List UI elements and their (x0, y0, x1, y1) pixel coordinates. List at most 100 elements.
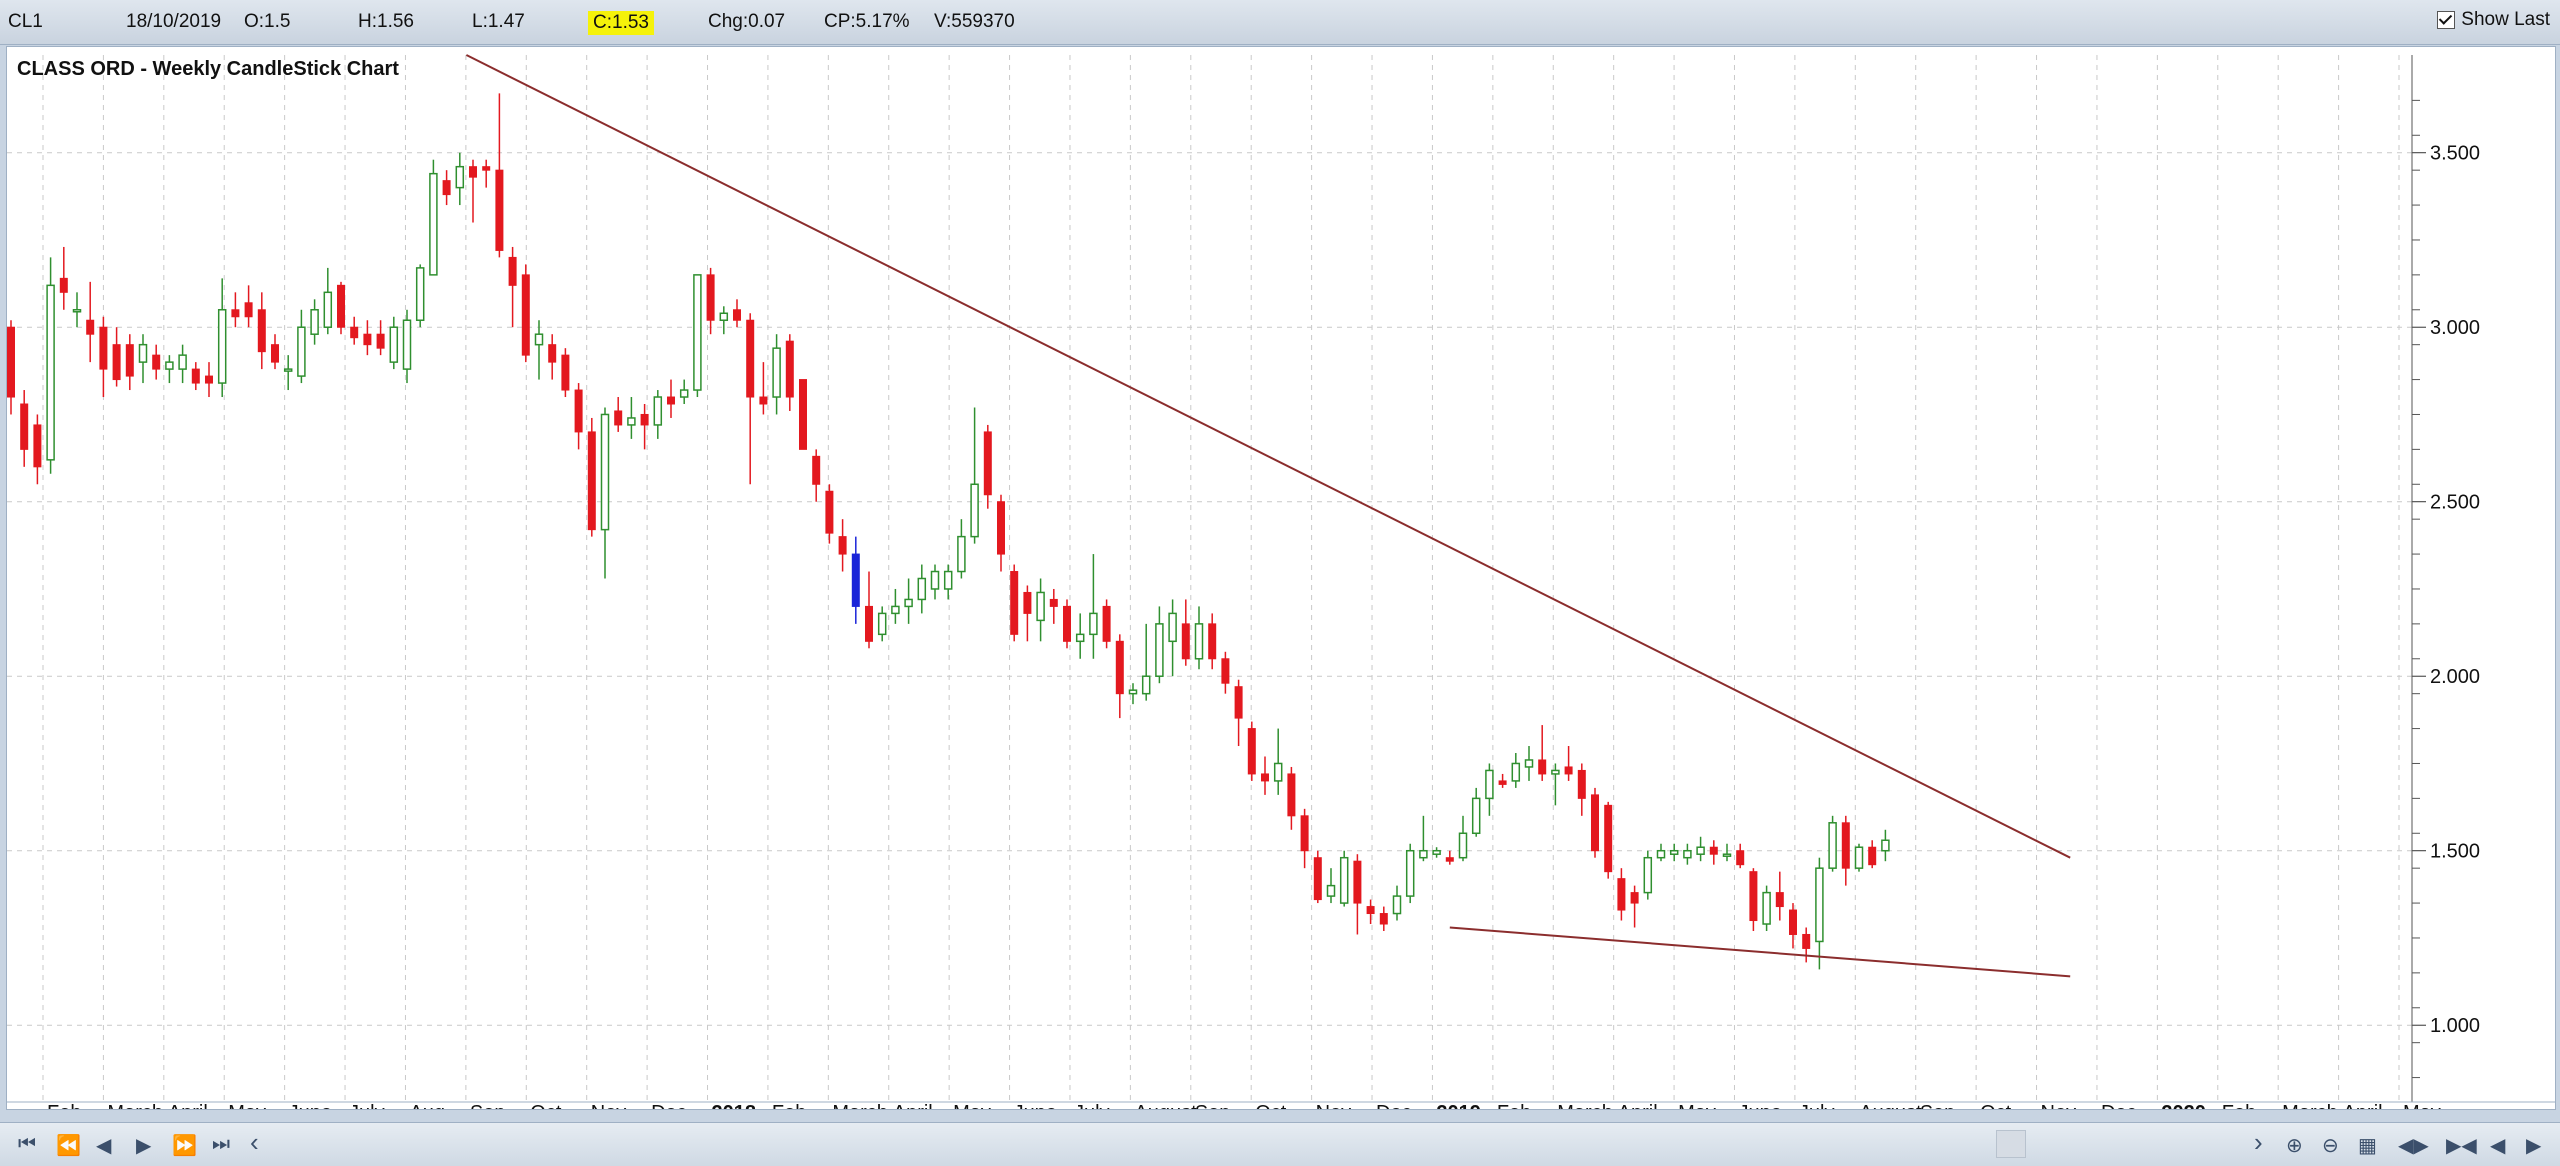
candle-body-down (1247, 728, 1256, 775)
settings-icon[interactable]: ▦ (2358, 1135, 2377, 1157)
candle-body-down (1102, 605, 1111, 642)
candle-body-down (350, 326, 359, 339)
x-tick-label: Feb (1497, 1102, 1531, 1109)
candle-body-up (1471, 797, 1481, 835)
candle-body-up (693, 274, 702, 391)
candle-body-up (653, 396, 663, 426)
candle-body-down (191, 368, 200, 384)
x-tick-label: May (228, 1102, 266, 1109)
candle-body-down (1775, 892, 1784, 908)
checkbox-checked-icon (2437, 11, 2456, 29)
candle-body-down (482, 166, 491, 171)
candle-body-up (957, 535, 966, 573)
candle-body-up (1722, 853, 1732, 857)
candle-body-up (627, 417, 636, 426)
candle-body-down (7, 326, 15, 398)
candle-body-up (891, 605, 900, 615)
candle-body-down (1709, 846, 1718, 855)
candle-body-down (99, 326, 108, 370)
scrollbar-thumb[interactable] (1996, 1130, 2026, 1158)
zoom-in-icon[interactable]: ⊕ (2286, 1135, 2303, 1157)
x-tick-label: Feb (47, 1102, 81, 1109)
scroll-left-icon[interactable]: ‹ (250, 1127, 259, 1157)
y-tick-label: 3.500 (2430, 143, 2480, 165)
candle-body-up (1273, 762, 1283, 782)
candle-body-up (679, 389, 689, 398)
candlestick-chart[interactable]: Feb March April May June July Aug Sep Oct Nov Dec 2… (7, 47, 2555, 1109)
candle-body-down (112, 344, 121, 381)
candle-body-up (877, 612, 887, 636)
candle-body-up (1669, 849, 1679, 855)
candle-body-down (1208, 623, 1217, 660)
x-tick-label: Aug (409, 1102, 445, 1109)
candle-body-down (825, 490, 834, 534)
candle-body-down (1538, 759, 1547, 775)
candle-body-down (33, 424, 42, 468)
x-tick-label: July (1074, 1102, 1110, 1109)
candle-body-up (297, 326, 306, 377)
candle-body-up (930, 570, 940, 590)
y-tick-label: 1.000 (2430, 1015, 2480, 1037)
candle-body-down (86, 319, 95, 335)
candle-body-up (1155, 623, 1164, 677)
symbol-label: CL1 (8, 11, 43, 32)
expand-icon[interactable]: ◀▶ (2398, 1135, 2429, 1157)
x-tick-label: Sep (1920, 1102, 1956, 1109)
chart-panel[interactable]: Feb March April May June July Aug Sep Oct Nov Dec 2… (6, 46, 2556, 1110)
candle-body-down (1630, 892, 1639, 904)
candle-body-down (244, 302, 253, 318)
candle-body-down (1287, 773, 1296, 817)
fast-forward-icon[interactable]: ⏩ (172, 1135, 197, 1157)
next-icon[interactable]: ▶ (2526, 1135, 2542, 1157)
candle-body-down (1366, 906, 1375, 915)
candle-body-down (152, 354, 161, 370)
candle-body-up (1392, 895, 1402, 915)
candle-body-down (20, 403, 29, 450)
x-tick-label: Nov (2041, 1102, 2077, 1109)
x-tick-label: Sep (470, 1102, 506, 1109)
candle-body-down (1868, 846, 1877, 866)
candle-body-down (838, 536, 847, 555)
candle-body-down (205, 375, 213, 384)
change-percent-label: CP:5.17% (824, 11, 910, 32)
candle-body-up (178, 354, 187, 370)
support-trendline (1449, 926, 2071, 978)
candle-body-up (1815, 867, 1824, 943)
candle-body-down (746, 319, 755, 398)
collapse-icon[interactable]: ▶◀ (2446, 1135, 2477, 1157)
show-last-checkbox[interactable]: Show Last (2437, 9, 2550, 31)
candle-body-up (1405, 849, 1415, 897)
candle-body-down (1841, 822, 1850, 869)
zoom-out-icon[interactable]: ⊖ (2322, 1135, 2339, 1157)
forward-icon[interactable]: ▶ (136, 1135, 152, 1157)
first-icon[interactable]: ⏮ (18, 1133, 36, 1155)
fast-back-icon[interactable]: ⏪ (56, 1135, 81, 1157)
x-tick-label: April (893, 1102, 933, 1109)
scroll-right-icon[interactable]: › (2254, 1127, 2263, 1157)
prev-icon[interactable]: ◀ (2490, 1135, 2506, 1157)
x-tick-label: March (1557, 1102, 1613, 1109)
candle-body-down (1802, 933, 1811, 949)
candle-body-up (772, 347, 781, 398)
candle-body-down (997, 501, 1005, 555)
last-icon[interactable]: ⏭ (212, 1133, 230, 1155)
x-tick-label: Dec (651, 1102, 687, 1109)
candle-body-up (1524, 759, 1534, 768)
candle-body-down (759, 396, 768, 405)
x-tick-label: May (1678, 1102, 1716, 1109)
candle-body-up (1194, 623, 1204, 660)
candle-body-down (1221, 658, 1230, 684)
candle-body-down (1023, 591, 1032, 614)
change-label: Chg:0.07 (708, 11, 786, 32)
candle-body-down (614, 410, 623, 426)
back-icon[interactable]: ◀ (96, 1135, 112, 1157)
x-tick-label: April (1618, 1102, 1658, 1109)
x-tick-label: June (1014, 1102, 1057, 1109)
candle-body-down (574, 389, 583, 433)
candle-body-down (508, 256, 517, 286)
x-tick-label: Nov (591, 1102, 627, 1109)
y-tick-label: 2.000 (2430, 666, 2480, 688)
candle-body-up (283, 368, 293, 372)
x-tick-label: 2019 (1436, 1102, 1481, 1109)
candle-body-down (1749, 871, 1758, 922)
